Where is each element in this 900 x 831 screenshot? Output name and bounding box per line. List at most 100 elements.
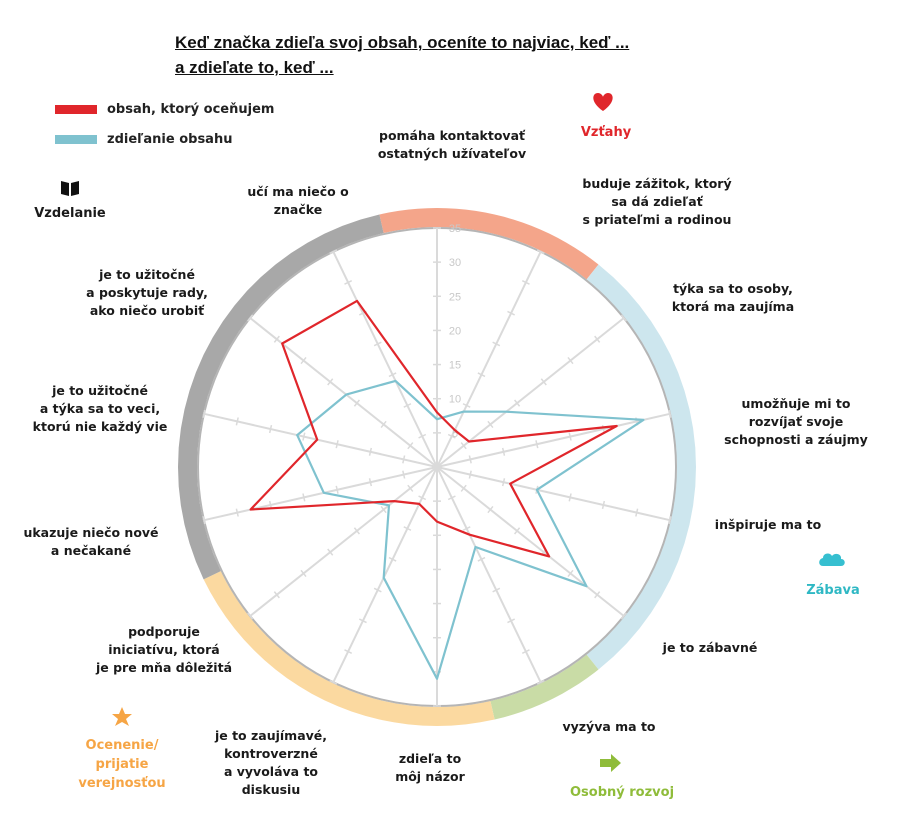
radar-spoke-tick	[514, 399, 521, 407]
axis-tick-label: 15	[449, 360, 461, 372]
radar-spoke-tick	[507, 618, 515, 624]
radar-spoke-tick	[536, 249, 545, 255]
radar-spoke	[332, 251, 438, 468]
radar-spoke-tick	[507, 310, 515, 316]
radar-spoke-tick	[202, 409, 206, 418]
category-label: umožňuje mi to rozvíjať svoje schopnosti a…	[724, 396, 868, 447]
category-label-line: ako niečo urobiť	[90, 303, 205, 318]
book-icon	[61, 181, 79, 196]
category-label-line: je to užitočné	[98, 267, 195, 282]
category-label-line: je to užitočné	[51, 383, 148, 398]
category-label: je to užitočné a poskytuje rady, ako niečo…	[86, 267, 208, 318]
radar-spoke-tick	[329, 249, 338, 255]
radar-spoke	[436, 466, 542, 683]
heart-icon	[593, 93, 613, 111]
group-label-vztahy: Vzťahy	[581, 125, 632, 140]
category-label-line: iniciatívu, ktorá	[108, 642, 219, 657]
radar-spoke-tick	[568, 493, 572, 502]
axis-tick-label: 10	[449, 394, 461, 406]
group-label-ocenenie-line: verejnosťou	[78, 776, 165, 791]
category-label: zdieľa to môj názor	[395, 751, 465, 784]
axis-tick-label: 25	[449, 291, 461, 303]
category-label: vyzýva ma to	[562, 719, 655, 734]
category-label-line: podporuje	[128, 624, 200, 639]
radar-spoke-tick	[501, 447, 506, 456]
category-label: učí ma niečo o značke	[247, 184, 349, 217]
radar-spoke-tick	[460, 442, 467, 450]
radar-spoke-tick	[418, 495, 427, 501]
radar-spoke-tick	[353, 527, 360, 535]
radar-spoke-tick	[521, 280, 530, 285]
radar-spoke-tick	[235, 508, 239, 517]
radar-spoke	[436, 466, 625, 617]
radar-spoke-tick	[373, 341, 382, 347]
legend-item-appreciate: obsah, ktorý oceňujem	[55, 102, 274, 117]
radar-spoke-tick	[344, 649, 353, 654]
category-label: buduje zážitok, ktorý sa dá zdieľať s pria…	[582, 176, 731, 227]
radar-spoke-tick	[300, 569, 307, 578]
radar-spoke-tick	[388, 372, 397, 378]
band-zabava	[586, 264, 696, 670]
axis-tick-label: 35	[449, 223, 461, 235]
radar-spoke-tick	[373, 587, 382, 593]
radar-spoke-tick	[202, 516, 206, 525]
radar-spoke-tick	[635, 508, 639, 517]
category-label-line: ktorá ma zaujíma	[672, 299, 794, 314]
radar-spoke-tick	[403, 403, 412, 408]
radar-spoke-tick	[403, 526, 412, 531]
radar-spoke-tick	[567, 356, 574, 365]
category-label-line: vyzýva ma to	[562, 719, 655, 734]
radar-spoke-tick	[273, 335, 280, 343]
category-label-line: je pre mňa dôležitá	[95, 660, 232, 675]
legend-item-share: zdieľanie obsahu	[55, 132, 232, 147]
category-label-line: diskusiu	[242, 782, 301, 797]
radar-spoke-tick	[335, 485, 339, 494]
radar-spoke-tick	[402, 455, 406, 464]
radar-spoke-tick	[344, 280, 353, 285]
group-label-vzdelanie: Vzdelanie	[34, 206, 106, 221]
chart-title: Keď značka zdieľa svoj obsah, oceníte to…	[175, 30, 735, 80]
radar-spoke-tick	[447, 433, 456, 439]
radar-spoke-tick	[668, 516, 672, 525]
radar-spoke-tick	[273, 591, 280, 599]
radar-spoke-tick	[492, 587, 501, 593]
radar-spoke-tick	[487, 420, 494, 429]
category-label-line: pomáha kontaktovať	[379, 128, 526, 143]
band-osobny-rozvoj	[490, 654, 599, 720]
category-label-line: rozvíjať svoje	[749, 414, 843, 429]
radar-spoke-tick	[327, 378, 334, 386]
category-label: ukazuje niečo nové a nečakané	[23, 525, 158, 558]
radar-spoke-tick	[402, 470, 406, 479]
radar-spoke-tick	[477, 556, 486, 562]
category-label-line: schopnosti a záujmy	[724, 432, 868, 447]
band-vztahy	[379, 208, 599, 280]
category-label-line: ktorú nie každý vie	[33, 419, 168, 434]
radar-spoke-tick	[460, 484, 467, 492]
radar-spoke-tick	[368, 478, 373, 487]
radar-spoke-tick	[462, 403, 471, 408]
radar-spoke	[203, 412, 438, 468]
title-line-2: a zdieľate to, keď ...	[175, 58, 334, 77]
category-label-line: sa dá zdieľať	[611, 194, 703, 209]
star-icon	[112, 707, 132, 726]
category-label-line: umožňuje mi to	[742, 396, 851, 411]
radar-spoke-tick	[487, 505, 494, 514]
radar-spoke	[203, 466, 438, 522]
title-line-1: Keď značka zdieľa svoj obsah, oceníte to…	[175, 33, 630, 52]
category-label-line: je to zábavné	[662, 640, 758, 655]
axis-tick-label: 5	[452, 428, 458, 440]
radar-spoke-tick	[567, 569, 574, 578]
category-label-line: učí ma niečo o	[247, 184, 349, 199]
group-label-ocenenie-line: prijatie	[96, 757, 149, 772]
radar-spoke-tick	[380, 505, 387, 514]
legend-label-appreciate: obsah, ktorý oceňujem	[107, 102, 275, 117]
radar-spoke-tick	[594, 335, 601, 343]
radar-spoke-tick	[501, 478, 506, 487]
radar-spoke-tick	[492, 341, 501, 347]
radar-spoke-tick	[327, 548, 334, 556]
radar-spoke-tick	[247, 612, 254, 620]
category-label-line: a týka sa to veci,	[40, 401, 160, 416]
radar-spoke-tick	[300, 356, 307, 365]
radar-spoke	[436, 317, 625, 468]
